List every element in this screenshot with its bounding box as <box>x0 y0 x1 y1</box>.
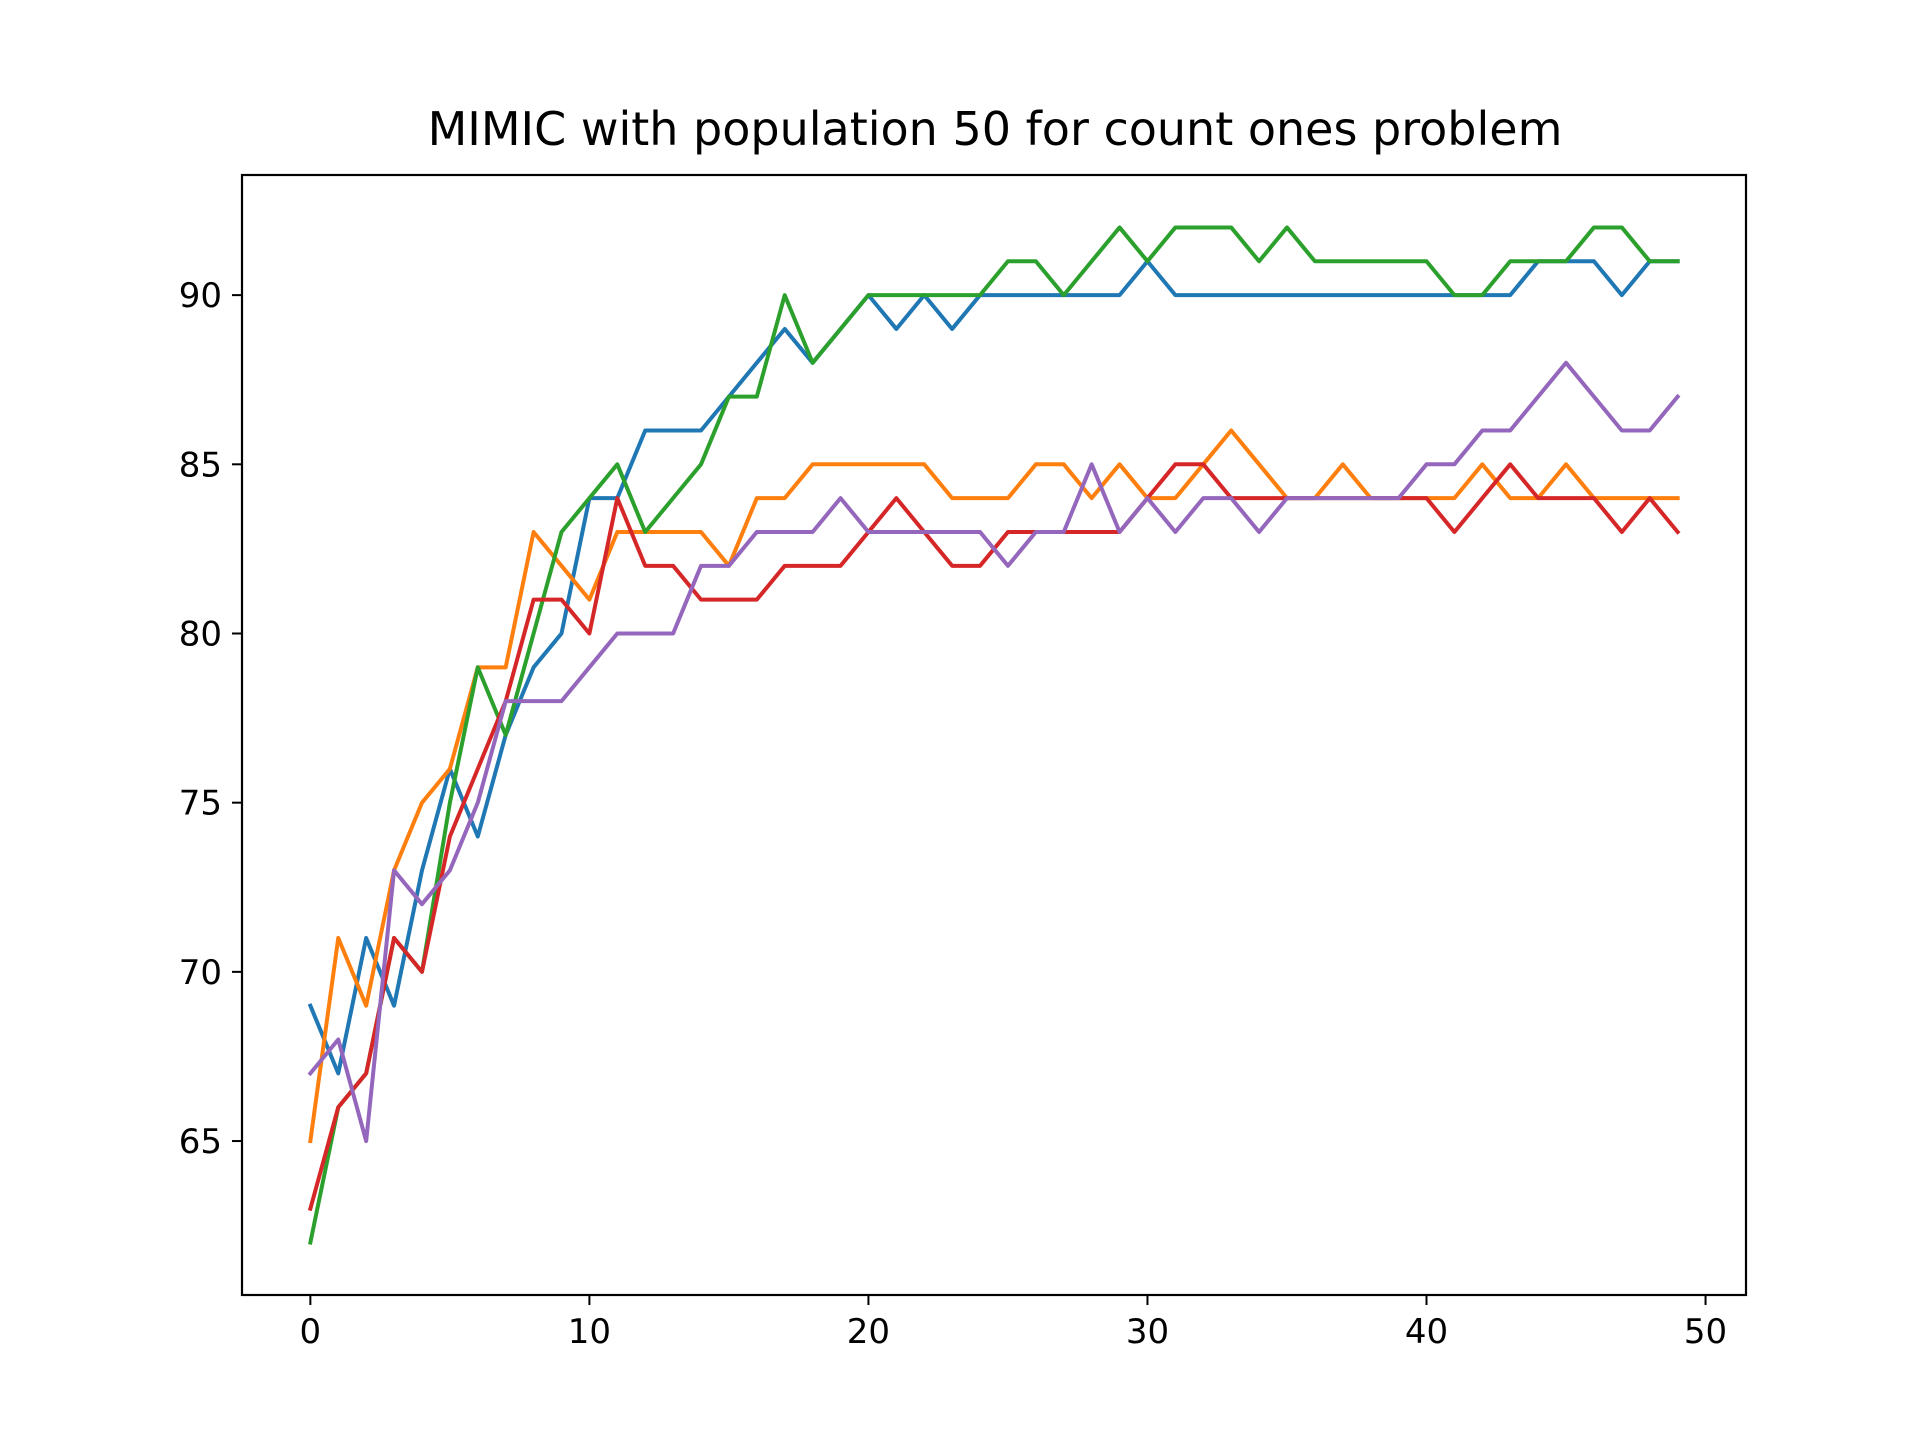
series-line-4 <box>307 462 1681 1212</box>
series-line-1 <box>307 259 1680 1076</box>
x-tick-label: 30 <box>1126 1312 1169 1352</box>
y-tick-label: 80 <box>179 614 222 654</box>
plot-frame <box>240 173 1748 1297</box>
series-line-5 <box>307 360 1681 1144</box>
series-layer <box>307 225 1681 1245</box>
x-tick-label: 40 <box>1405 1312 1448 1352</box>
y-axis: 65 70 75 80 85 90 <box>179 276 242 1162</box>
series-line-3 <box>307 225 1680 1245</box>
x-tick-label: 0 <box>300 1312 322 1352</box>
x-tick-label: 20 <box>847 1312 890 1352</box>
y-tick-label: 65 <box>179 1122 222 1162</box>
y-tick-label: 90 <box>179 276 222 316</box>
chart-title: MIMIC with population 50 for count ones … <box>428 102 1563 156</box>
x-axis: 0 10 20 30 40 50 <box>300 1295 1727 1352</box>
y-tick-label: 70 <box>179 953 222 993</box>
y-tick-label: 85 <box>179 445 222 485</box>
y-tick-label: 75 <box>179 784 222 824</box>
x-tick-label: 50 <box>1684 1312 1727 1352</box>
series-line-2 <box>308 428 1680 1144</box>
x-tick-label: 10 <box>568 1312 611 1352</box>
